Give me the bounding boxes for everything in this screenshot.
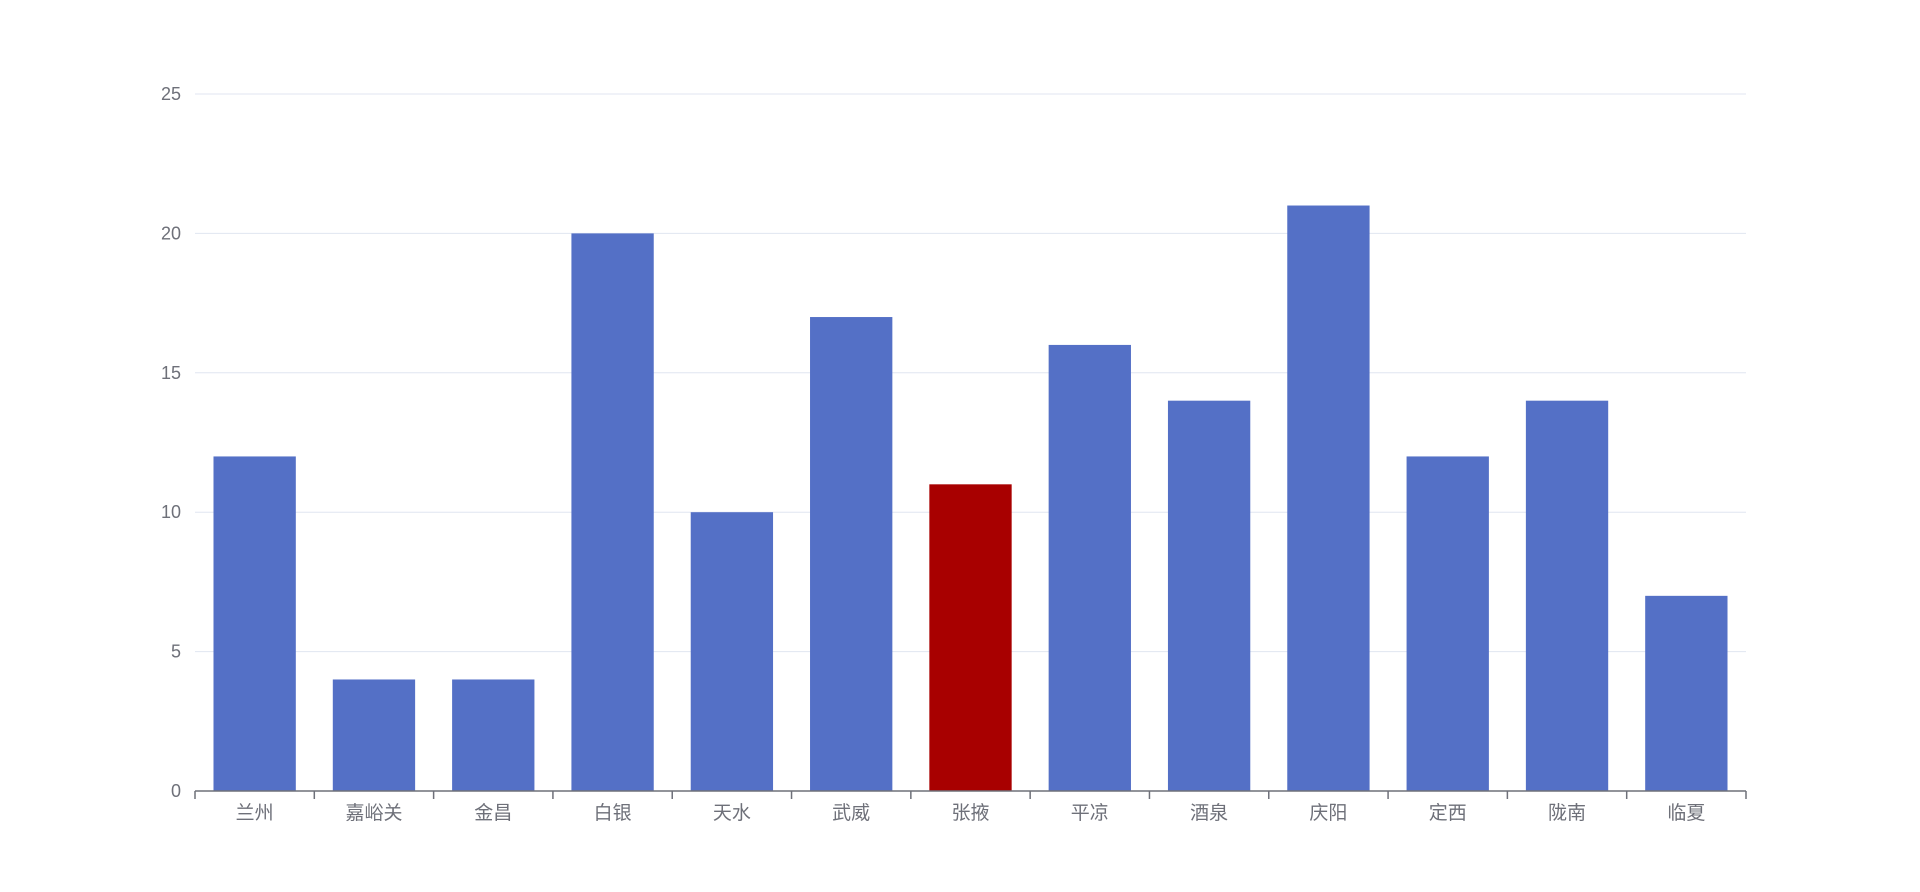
x-tick-label: 白银 <box>594 802 632 824</box>
bar-9[interactable] <box>1167 400 1251 791</box>
x-tick-label: 平凉 <box>1071 802 1109 824</box>
bar-3[interactable] <box>452 679 535 791</box>
bar-11[interactable] <box>1406 456 1489 791</box>
x-tick-label: 陇南 <box>1548 802 1586 824</box>
x-tick-label: 天水 <box>713 802 751 824</box>
y-tick-label: 20 <box>161 223 181 243</box>
x-tick-label: 定西 <box>1429 802 1467 824</box>
y-tick-label: 25 <box>161 84 181 104</box>
x-tick-label: 金昌 <box>474 802 512 824</box>
y-tick-label: 10 <box>161 502 181 522</box>
x-tick-label: 张掖 <box>951 802 989 824</box>
bar-5[interactable] <box>690 512 774 791</box>
x-tick-label: 武威 <box>832 802 870 824</box>
bar-7[interactable] <box>929 484 1012 791</box>
x-tick-label: 临夏 <box>1667 802 1705 824</box>
y-tick-label: 0 <box>171 781 181 801</box>
bar-2[interactable] <box>332 679 416 791</box>
bar-6[interactable] <box>810 317 893 791</box>
bar-4[interactable] <box>571 233 654 791</box>
y-axis-labels: 0 5 10 15 20 25 <box>161 84 181 801</box>
bar-8[interactable] <box>1048 344 1131 791</box>
x-axis <box>194 790 1747 799</box>
x-tick-label: 庆阳 <box>1309 802 1347 824</box>
bar-12[interactable] <box>1525 400 1609 791</box>
bar-1[interactable] <box>213 456 296 791</box>
bar-13[interactable] <box>1645 595 1728 791</box>
x-tick-label: 兰州 <box>236 802 274 824</box>
bar-10[interactable] <box>1287 205 1370 791</box>
x-tick-label: 嘉峪关 <box>345 802 402 824</box>
x-tick-label: 酒泉 <box>1190 802 1228 824</box>
x-axis-labels: 兰州 嘉峪关 金昌 白银 天水 武威 张掖 平凉 酒泉 庆阳 定西 陇南 临夏 <box>236 802 1706 824</box>
y-tick-label: 15 <box>161 363 181 383</box>
y-tick-label: 5 <box>171 642 181 662</box>
bars <box>213 205 1728 791</box>
